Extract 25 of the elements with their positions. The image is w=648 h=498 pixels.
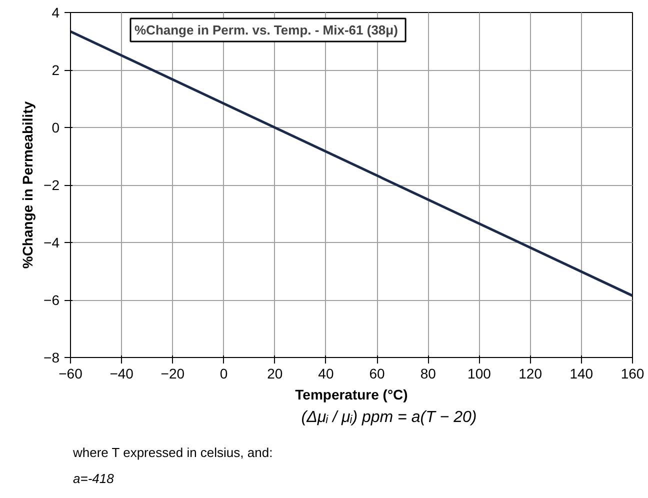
text: %Change in Perm. vs. Temp. - Mix-61 (38μ): [134, 22, 398, 38]
x-tick-label: 160: [620, 366, 644, 382]
x-tick-label: 40: [318, 366, 334, 382]
y-tick-label: −4: [44, 234, 60, 250]
y-tick-label: −2: [44, 177, 60, 193]
x-tick-label: 120: [518, 366, 542, 382]
text: (Δμᵢ / μᵢ) ppm = a(T − 20): [301, 409, 477, 426]
text: where T expressed in celsius, and:: [73, 445, 273, 460]
y-tick-label: −8: [44, 350, 60, 366]
y-tick-label: 0: [52, 120, 60, 136]
y-tick-label: 4: [52, 4, 60, 20]
x-tick-label: 140: [570, 366, 594, 382]
x-tick-label: 20: [267, 366, 283, 382]
x-tick-label: 100: [468, 366, 492, 382]
text: a=-418: [73, 471, 114, 486]
x-tick-label: 0: [220, 366, 228, 382]
x-tick-label: 80: [420, 366, 436, 382]
x-tick-label: −40: [110, 366, 134, 382]
x-axis-title: Temperature (°C): [295, 386, 408, 402]
x-tick-label: −20: [160, 366, 185, 382]
x-tick-label: −60: [58, 366, 83, 382]
y-axis-title: %Change in Permeability: [20, 101, 36, 269]
x-tick-label: 60: [369, 366, 386, 382]
y-tick-label: −6: [44, 292, 60, 308]
y-tick-label: 2: [52, 62, 60, 78]
